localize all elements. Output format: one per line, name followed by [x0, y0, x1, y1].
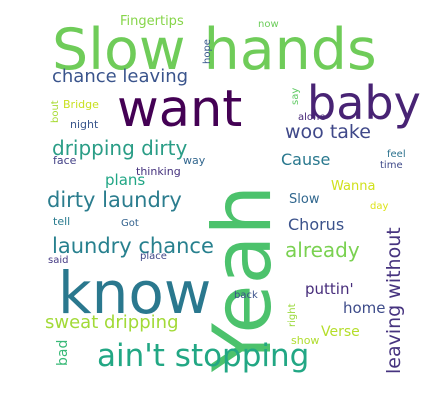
- word-sweat-dripping: sweat dripping: [45, 312, 179, 333]
- word-dirty-laundry: dirty laundry: [47, 188, 182, 212]
- word-know: know: [58, 259, 212, 327]
- word-night: night: [70, 118, 99, 131]
- word-say: say: [290, 87, 301, 105]
- word-chorus: Chorus: [288, 215, 345, 234]
- word-fingertips: Fingertips: [120, 14, 184, 29]
- word-already: already: [285, 238, 360, 262]
- word-want: want: [117, 80, 243, 139]
- word-way: way: [183, 154, 206, 167]
- word-back: back: [234, 290, 258, 301]
- word-time: time: [380, 160, 403, 171]
- word-leaving-without: leaving without: [383, 227, 405, 374]
- word-tell: tell: [53, 215, 71, 228]
- word-dripping-dirty: dripping dirty: [52, 136, 188, 160]
- word-home: home: [343, 299, 386, 317]
- word-laundry-chance: laundry chance: [52, 234, 214, 258]
- word-slow: Slow: [289, 192, 320, 207]
- word-show: show: [291, 334, 320, 347]
- word-feel: feel: [387, 149, 406, 160]
- word-hope: hope: [202, 39, 213, 64]
- word-alone: alone: [298, 112, 326, 123]
- word-bout: bout: [50, 100, 61, 123]
- word-got: Got: [121, 218, 139, 229]
- word-plans: plans: [105, 171, 146, 189]
- word-said: said: [48, 255, 69, 266]
- word-right: right: [287, 303, 298, 328]
- word-verse: Verse: [321, 324, 360, 340]
- word-cause: Cause: [281, 150, 331, 169]
- word-wanna: Wanna: [331, 179, 376, 194]
- word-slow-hands: Slow hands: [52, 17, 377, 83]
- word-bad: bad: [55, 339, 71, 366]
- word-chance-leaving: chance leaving: [52, 66, 189, 87]
- word-face: face: [53, 154, 77, 167]
- word-now: now: [258, 19, 279, 30]
- word-aint-stopping: ain't stopping: [97, 338, 310, 374]
- word-baby: baby: [307, 76, 421, 130]
- word-bridge: Bridge: [63, 98, 99, 111]
- word-thinking: thinking: [136, 165, 181, 178]
- word-place: place: [140, 251, 167, 262]
- word-day: day: [370, 201, 389, 212]
- word-puttin: puttin': [305, 280, 354, 298]
- word-woo-take: woo take: [285, 121, 371, 143]
